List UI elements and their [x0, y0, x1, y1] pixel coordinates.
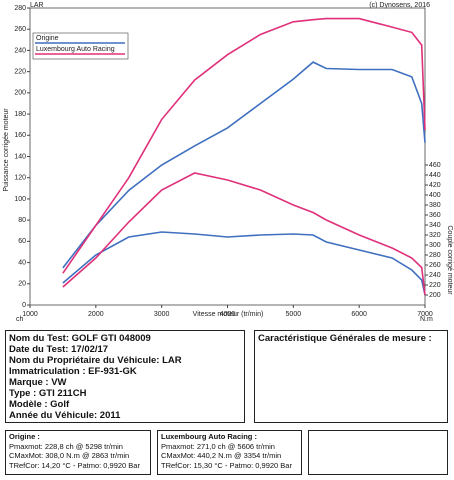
result-line: CMaxMot: 308,0 N.m @ 2863 tr/min — [9, 451, 130, 460]
y2-tick-label: 240 — [429, 272, 441, 279]
info-line: Année du Véhicule: 2011 — [9, 410, 121, 421]
y-tick-label: 140 — [14, 153, 26, 160]
chart-subtitle: (c) Dynosens, 2016 — [369, 2, 430, 9]
y2-tick-label: 420 — [429, 182, 441, 189]
x-tick-label: 6000 — [351, 311, 367, 318]
y-tick-label: 260 — [14, 26, 26, 33]
y-tick-label: 200 — [14, 90, 26, 97]
y2-tick-label: 320 — [429, 232, 441, 239]
info-line: Modèle : Golf — [9, 399, 70, 410]
x-tick-label: 3000 — [154, 311, 170, 318]
y-tick-label: 160 — [14, 132, 26, 139]
y-tick-label: 20 — [18, 281, 26, 288]
y2-unit: N.m — [420, 316, 433, 323]
info-line: Type : GTI 211CH — [9, 388, 87, 399]
x-axis-label: Vitesse moteur (tr/min) — [193, 311, 264, 318]
y2-tick-label: 280 — [429, 252, 441, 259]
y2-tick-label: 260 — [429, 262, 441, 269]
y-tick-label: 240 — [14, 47, 26, 54]
result-line: TRefCor: 15,30 °C - Patmo: 0,9920 Bar — [161, 460, 292, 470]
chart-title: LAR — [30, 2, 44, 9]
y2-tick-label: 380 — [429, 202, 441, 209]
result-box: Luxembourg Auto Racing : Pmaxmot: 271,0 c… — [157, 430, 302, 475]
result-box: Origine : Pmaxmot: 228,8 ch @ 5298 tr/min… — [5, 430, 151, 475]
series-line — [62, 231, 426, 296]
y-tick-label: 80 — [18, 217, 26, 224]
y2-tick-label: 400 — [429, 192, 441, 199]
y-axis-label: Puissance corrigée moteur — [3, 108, 10, 192]
x-tick-label: 7000 — [417, 311, 433, 318]
y2-tick-label: 200 — [429, 292, 441, 299]
info-line: Nom du Propriétaire du Véhicule: LAR — [9, 355, 182, 366]
result-line: TRefCor: 14,20 °C - Patmo: 0,9920 Bar — [9, 460, 140, 470]
x-tick-label: 4000 — [220, 311, 236, 318]
result-line: Pmaxmot: 271,0 ch @ 5606 tr/min — [161, 441, 275, 451]
y2-axis-label: Couple corrigé moteur — [446, 225, 453, 295]
result-line: Pmaxmot: 228,8 ch @ 5298 tr/min — [9, 441, 123, 451]
info-box: Nom du Test: GOLF GTI 048009 Date du Test… — [5, 330, 245, 423]
y-tick-label: 0 — [22, 302, 26, 309]
measure-title: Caractéristique Générales de mesure : — [258, 333, 432, 344]
series-line — [62, 17, 426, 274]
info-line: Date du Test: 17/02/17 — [9, 344, 109, 355]
y2-tick-label: 220 — [429, 282, 441, 289]
result-title: Origine : — [9, 432, 40, 441]
info-line: Marque : VW — [9, 377, 67, 388]
y-unit: ch — [16, 316, 24, 323]
info-line: Nom du Test: GOLF GTI 048009 — [9, 333, 151, 344]
legend-label: Origine — [36, 35, 59, 42]
y2-tick-label: 460 — [429, 162, 441, 169]
y2-tick-label: 360 — [429, 212, 441, 219]
y-tick-label: 220 — [14, 68, 26, 75]
y2-tick-label: 300 — [429, 242, 441, 249]
y-tick-label: 40 — [18, 259, 26, 266]
series-line — [62, 172, 426, 296]
measure-box: Caractéristique Générales de mesure : — [254, 330, 448, 423]
y-tick-label: 120 — [14, 175, 26, 182]
y2-tick-label: 440 — [429, 172, 441, 179]
series-line — [62, 61, 426, 269]
legend-label: Luxembourg Auto Racing — [36, 46, 115, 53]
y-tick-label: 100 — [14, 196, 26, 203]
x-tick-label: 5000 — [286, 311, 302, 318]
result-line: CMaxMot: 440,2 N.m @ 3354 tr/min — [161, 451, 282, 460]
info-line: Immatriculation : EF-931-GK — [9, 366, 137, 377]
x-tick-label: 2000 — [88, 311, 104, 318]
y-tick-label: 60 — [18, 238, 26, 245]
y-tick-label: 280 — [14, 5, 26, 12]
y-tick-label: 180 — [14, 111, 26, 118]
y2-tick-label: 340 — [429, 222, 441, 229]
chart: LAR (c) Dynosens, 2016 Vitesse moteur (t… — [3, 2, 453, 323]
x-tick-label: 1000 — [22, 311, 38, 318]
result-title: Luxembourg Auto Racing : — [161, 432, 257, 441]
empty-box — [308, 430, 448, 475]
